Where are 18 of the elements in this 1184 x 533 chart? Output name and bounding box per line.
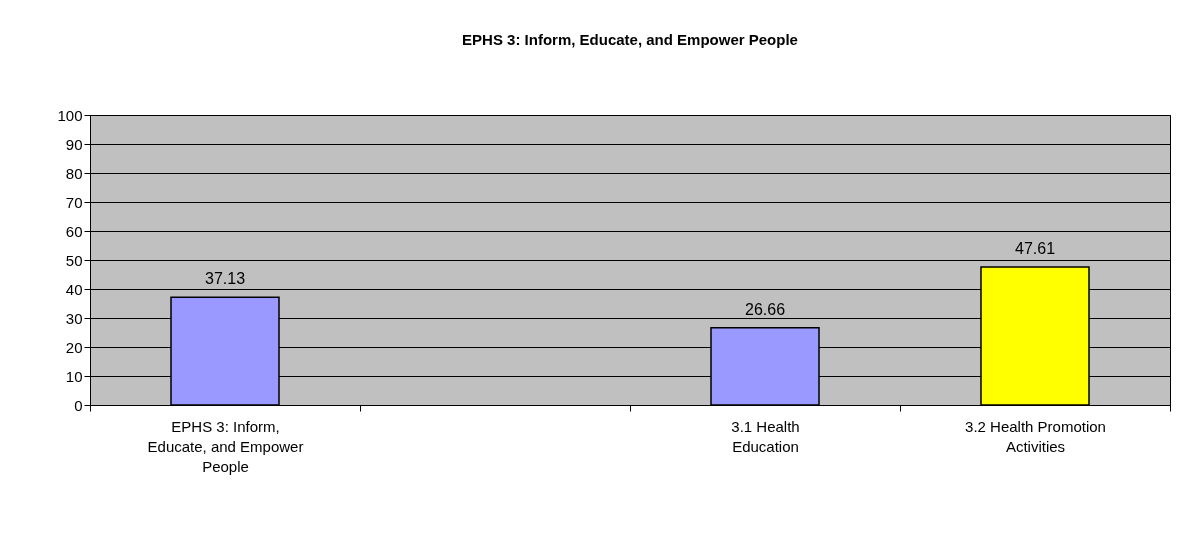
x-tick-label: 3.1 Health Education (731, 417, 800, 455)
x-tick-label: 3.2 Health Promotion Activities (965, 417, 1106, 455)
y-tick-label: 30 (65, 309, 83, 327)
y-tick-label: 0 (74, 396, 83, 414)
y-tick-label: 40 (65, 280, 83, 298)
data-label: 26.66 (744, 300, 786, 318)
y-tick-label: 100 (57, 106, 83, 124)
x-tick-label: EPHS 3: Inform, Educate, and Empower People (147, 417, 304, 475)
data-label: 37.13 (204, 270, 246, 288)
y-tick-label: 50 (65, 251, 83, 269)
y-tick-label: 60 (65, 222, 83, 240)
chart-title: EPHS 3: Inform, Educate, and Empower People (462, 31, 798, 48)
y-tick-label: 70 (65, 193, 83, 211)
y-tick-label: 90 (65, 135, 83, 153)
y-tick-label: 10 (65, 367, 83, 385)
data-label: 47.61 (1014, 239, 1056, 257)
y-tick-label: 20 (65, 338, 83, 356)
y-tick-label: 80 (65, 164, 83, 182)
